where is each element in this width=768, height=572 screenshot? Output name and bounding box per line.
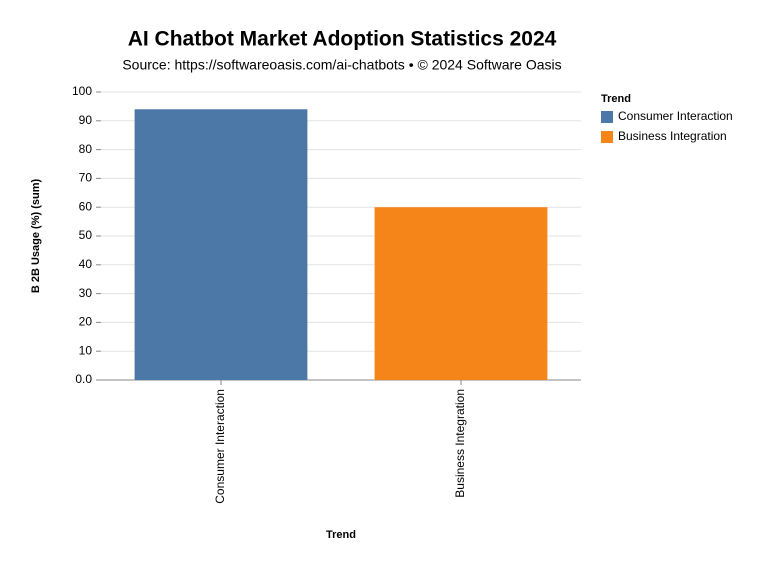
y-tick-label: 40 [79,257,93,271]
chart-subtitle: Source: https://softwareoasis.com/ai-cha… [122,57,561,73]
x-tick-label: Consumer Interaction [213,389,227,504]
legend-label: Business Integration [618,129,727,143]
bar [134,109,308,380]
x-tick-label: Business Integration [453,389,467,498]
y-tick-label: 80 [79,142,93,156]
chart-title: AI Chatbot Market Adoption Statistics 20… [128,28,557,51]
y-tick-label: 0.0 [75,372,92,386]
y-tick-label: 50 [79,228,93,242]
x-axis-title: Trend [326,529,356,541]
legend-swatch [601,131,613,143]
legend-label: Consumer Interaction [618,109,733,123]
y-tick-label: 60 [79,199,93,213]
bar [374,207,548,380]
y-tick-label: 90 [79,113,93,127]
legend-swatch [601,111,613,123]
y-tick-label: 100 [72,84,92,98]
y-tick-label: 20 [79,315,93,329]
y-tick-label: 30 [79,286,93,300]
y-axis-title: B 2B Usage (%) (sum) [30,179,42,294]
legend-title: Trend [601,93,631,105]
y-tick-label: 10 [79,343,93,357]
y-tick-label: 70 [79,171,93,185]
